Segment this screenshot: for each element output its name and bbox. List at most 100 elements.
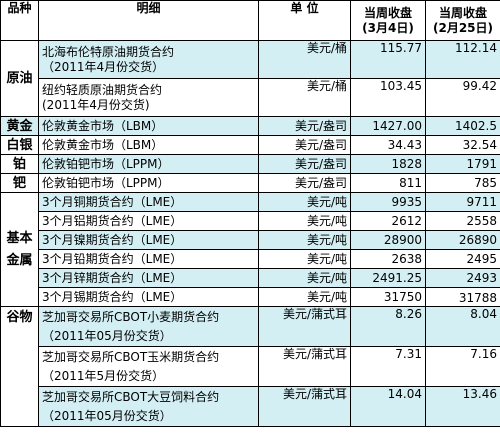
row-prev: 8.04 — [425, 306, 500, 347]
category-gold: 黄金 — [0, 116, 39, 136]
row-prev: 9711 — [425, 192, 500, 212]
table-row: 原油 北海布伦特原油期货合约 （2011年4月份交货） 美元/桶 115.77 … — [0, 40, 500, 117]
row-detail-line1: 芝加哥交易所CBOT小麦期货合约 — [42, 309, 220, 324]
row-prev: 2493 — [425, 268, 500, 288]
header-row: 品种 明细 单 位 当周收盘 (3月4日) 当周收盘 (2月25日) — [0, 0, 500, 41]
table-row: 3个月锡期货合约（LME） 美元/吨 31750 31788 — [0, 287, 500, 307]
row-detail: 芝加哥交易所CBOT玉米期货合约 （2011年5月份交货） — [38, 346, 259, 387]
row-unit: 美元/桶 — [258, 78, 351, 117]
header-close-current-date: (3月4日) — [362, 20, 414, 35]
table-row: 3个月铅期货合约（LME） 美元/吨 2638 2495 — [0, 249, 500, 269]
row-detail: 3个月铅期货合约（LME） — [38, 249, 259, 269]
row-prev: 112.14 — [425, 40, 500, 79]
table-row: 谷物 芝加哥交易所CBOT小麦期货合约 （2011年05月份交货） 美元/蒲式耳… — [0, 306, 500, 427]
table-row: 白银 伦敦黄金市场（LBM） 美元/盎司 34.43 32.54 — [0, 135, 500, 155]
row-current: 2638 — [350, 249, 426, 269]
row-detail: 芝加哥交易所CBOT小麦期货合约 （2011年05月份交货） — [38, 306, 259, 347]
row-prev: 1402.5 — [425, 116, 500, 136]
row-detail: 北海布伦特原油期货合约 （2011年4月份交货） — [38, 40, 259, 79]
row-prev: 1791 — [425, 154, 500, 174]
row-prev: 99.42 — [425, 78, 500, 117]
row-current: 1828 — [350, 154, 426, 174]
row-current: 811 — [350, 173, 426, 193]
row-detail-line2: （2011年4月份交货） — [42, 59, 165, 74]
row-unit: 美元/盎司 — [258, 116, 351, 136]
row-prev: 13.46 — [425, 386, 500, 427]
row-current: 28900 — [350, 230, 426, 250]
row-unit: 美元/盎司 — [258, 135, 351, 155]
row-unit: 美元/吨 — [258, 230, 351, 250]
table-row: 芝加哥交易所CBOT大豆饲料合约 （2011年05月份交货） 美元/蒲式耳 14… — [0, 386, 500, 427]
row-current: 103.45 — [350, 78, 426, 117]
table-row: 3个月镍期货合约（LME） 美元/吨 28900 26890 — [0, 230, 500, 250]
row-detail-line1: 纽约轻质原油期货合约 — [42, 82, 163, 97]
row-unit: 美元/蒲式耳 — [258, 386, 351, 427]
row-current: 8.26 — [350, 306, 426, 347]
table-row: 钯 伦敦铂钯市场（LPPM） 美元/盎司 811 785 — [0, 173, 500, 193]
row-unit: 美元/吨 — [258, 192, 351, 212]
row-detail-line2: （2011年05月份交货） — [42, 328, 172, 343]
row-prev: 7.16 — [425, 346, 500, 387]
header-category: 品种 — [0, 0, 39, 41]
header-close-prev-date: (2月25日) — [432, 20, 494, 35]
row-unit: 美元/吨 — [258, 268, 351, 288]
row-detail-line1: 芝加哥交易所CBOT大豆饲料合约 — [42, 389, 220, 404]
price-table: 品种 明细 单 位 当周收盘 (3月4日) 当周收盘 (2月25日) 原油 北海… — [0, 0, 500, 427]
row-current: 34.43 — [350, 135, 426, 155]
row-unit: 美元/吨 — [258, 287, 351, 307]
row-prev: 785 — [425, 173, 500, 193]
row-detail-line1: 芝加哥交易所CBOT玉米期货合约 — [42, 349, 220, 364]
table-row: 铂 伦敦铂钯市场（LPPM） 美元/盎司 1828 1791 — [0, 154, 500, 174]
row-current: 115.77 — [350, 40, 426, 79]
table-row: 芝加哥交易所CBOT玉米期货合约 （2011年5月份交货） 美元/蒲式耳 7.3… — [0, 346, 500, 387]
row-detail: 纽约轻质原油期货合约 (2011年4月份交货) — [38, 78, 259, 117]
row-unit: 美元/吨 — [258, 211, 351, 231]
row-unit: 美元/盎司 — [258, 154, 351, 174]
row-current: 1427.00 — [350, 116, 426, 136]
row-detail-line1: 北海布伦特原油期货合约 — [42, 44, 175, 59]
table-row: 3个月铝期货合约（LME） 美元/吨 2612 2558 — [0, 211, 500, 231]
category-crude: 原油 — [0, 40, 39, 117]
row-prev: 32.54 — [425, 135, 500, 155]
row-detail: 3个月镍期货合约（LME） — [38, 230, 259, 250]
row-unit: 美元/吨 — [258, 249, 351, 269]
row-current: 9935 — [350, 192, 426, 212]
row-prev: 2495 — [425, 249, 500, 269]
row-detail: 3个月锡期货合约（LME） — [38, 287, 259, 307]
row-detail-line2: (2011年4月份交货) — [42, 97, 150, 112]
row-current: 31750 — [350, 287, 426, 307]
row-unit: 美元/蒲式耳 — [258, 346, 351, 387]
row-detail: 3个月铜期货合约（LME） — [38, 192, 259, 212]
row-current: 2491.25 — [350, 268, 426, 288]
row-detail-line2: （2011年05月份交货） — [42, 408, 172, 423]
row-unit: 美元/蒲式耳 — [258, 306, 351, 347]
category-silver: 白银 — [0, 135, 39, 155]
header-close-current: 当周收盘 (3月4日) — [350, 0, 426, 41]
row-prev: 31788 — [425, 287, 500, 307]
row-detail: 3个月铝期货合约（LME） — [38, 211, 259, 231]
row-detail: 伦敦铂钯市场（LPPM） — [38, 154, 259, 174]
category-base-metals: 基本金属 — [0, 192, 39, 307]
header-close-prev-label: 当周收盘 — [438, 5, 487, 20]
row-detail-line2: （2011年5月份交货） — [42, 368, 165, 383]
row-prev: 26890 — [425, 230, 500, 250]
category-platinum: 铂 — [0, 154, 39, 174]
table-row: 黄金 伦敦黄金市场（LBM） 美元/盎司 1427.00 1402.5 — [0, 116, 500, 136]
row-detail: 伦敦黄金市场（LBM） — [38, 116, 259, 136]
table-row: 3个月锌期货合约（LME） 美元/吨 2491.25 2493 — [0, 268, 500, 288]
row-detail: 芝加哥交易所CBOT大豆饲料合约 （2011年05月份交货） — [38, 386, 259, 427]
header-detail: 明细 — [38, 0, 259, 41]
category-palladium: 钯 — [0, 173, 39, 193]
row-current: 2612 — [350, 211, 426, 231]
table-row: 纽约轻质原油期货合约 (2011年4月份交货) 美元/桶 103.45 99.4… — [0, 78, 500, 117]
row-current: 7.31 — [350, 346, 426, 387]
table-row: 基本金属 3个月铜期货合约（LME） 美元/吨 9935 9711 — [0, 192, 500, 307]
row-detail: 伦敦黄金市场（LBM） — [38, 135, 259, 155]
header-close-current-label: 当周收盘 — [363, 5, 412, 20]
row-prev: 2558 — [425, 211, 500, 231]
category-grains: 谷物 — [0, 306, 39, 427]
row-unit: 美元/盎司 — [258, 173, 351, 193]
row-current: 14.04 — [350, 386, 426, 427]
header-close-prev: 当周收盘 (2月25日) — [425, 0, 500, 41]
row-detail: 伦敦铂钯市场（LPPM） — [38, 173, 259, 193]
